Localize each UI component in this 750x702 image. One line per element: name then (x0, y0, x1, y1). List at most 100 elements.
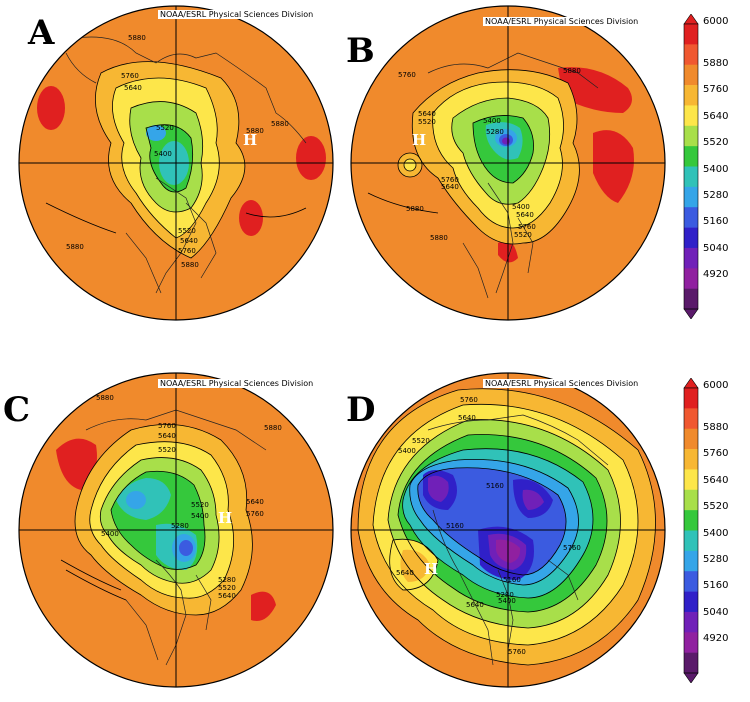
contour-label: 5640 (218, 592, 236, 600)
colorbar-swatch (684, 428, 698, 450)
colorbar-swatch (684, 24, 698, 45)
colorbar-arrow-bottom (683, 672, 699, 684)
colorbar-tick-label: 5040 (703, 242, 729, 254)
colorbar-bottom-scale (683, 377, 699, 684)
colorbar-swatch (684, 288, 698, 310)
high-pressure-marker: H (243, 131, 257, 149)
panel-letter: B (346, 31, 375, 71)
contour-label: 5520 (178, 227, 196, 235)
colorbar-swatch (684, 652, 698, 674)
contour-label: 5280 (218, 576, 236, 584)
panel-c-map: 5880 5760 5640 5520 5520 5400 5280 5640 … (18, 372, 334, 688)
contour-label: 5880 (271, 120, 289, 128)
contour-label: 5280 (171, 522, 189, 530)
contour-label: 5640 (418, 110, 436, 118)
colorbar-tick-label: 5520 (703, 501, 729, 513)
colorbar-tick-label: 5760 (703, 448, 729, 460)
high-pressure-marker: H (412, 131, 426, 149)
contour-label: 5640 (441, 183, 459, 191)
colorbar-swatch (684, 268, 698, 289)
colorbar-swatch (684, 530, 698, 552)
colorbar-swatch (684, 64, 698, 86)
contour-label: 5520 (514, 231, 532, 239)
contour-label: 5880 (66, 243, 84, 251)
contour-label: 5760 (121, 72, 139, 80)
contour-label: 5760 (398, 71, 416, 79)
colorbar-swatch (684, 44, 698, 66)
colorbar-tick-label: 5760 (703, 84, 729, 96)
contour-label: 5760 (508, 648, 526, 656)
contour-label: 5640 (158, 432, 176, 440)
colorbar-arrow-top (683, 13, 699, 25)
contour-label: 5880 (96, 394, 114, 402)
credit-text: NOAA/ESRL Physical Sciences Division (483, 17, 641, 26)
high-pressure-marker: H (424, 560, 438, 578)
contour-label: 5880 (246, 127, 264, 135)
contour-label: 5520 (156, 124, 174, 132)
panel-a: 5880 5760 5640 5520 5400 5880 5880 5520 … (6, 0, 346, 333)
colorbar-tick-label: 5280 (703, 554, 729, 566)
colorbar-swatch (684, 146, 698, 167)
contour-label: 5400 (483, 117, 501, 125)
credit-text: NOAA/ESRL Physical Sciences Division (158, 10, 316, 19)
colorbar-tick-label: 5400 (703, 163, 729, 175)
colorbar-swatch (684, 632, 698, 653)
colorbar-arrow-top (683, 377, 699, 389)
colorbar-swatch (684, 489, 698, 511)
colorbar-tick-label: 6000 (703, 380, 729, 391)
contour-label: 5640 (516, 211, 534, 219)
contour-label: 5520 (158, 446, 176, 454)
colorbar-tick-label: 5040 (703, 606, 729, 618)
contour-label: 5760 (178, 247, 196, 255)
contour-label: 5280 (496, 591, 514, 599)
contour-label: 5640 (246, 498, 264, 506)
colorbar-tick-label: 5640 (703, 474, 729, 486)
contour-label: 5520 (418, 118, 436, 126)
contour-label: 5520 (191, 501, 209, 509)
contour-label: 5280 (486, 128, 504, 136)
colorbar-swatch (684, 408, 698, 430)
contour-label: 5520 (412, 437, 430, 445)
colorbar-swatch (684, 166, 698, 188)
contour-label: 5640 (180, 237, 198, 245)
contour-label: 5760 (158, 422, 176, 430)
colorbar-swatch (684, 449, 698, 470)
high-pressure-marker: H (218, 509, 232, 527)
contour-label: 5880 (563, 67, 581, 75)
contour-label: 5520 (218, 584, 236, 592)
panel-a-map: 5880 5760 5640 5520 5400 5880 5880 5520 … (18, 5, 334, 321)
colorbar-tick-label: 5880 (703, 421, 729, 433)
contour-label: 5640 (458, 414, 476, 422)
contour-label: 5880 (264, 424, 282, 432)
panel-b-map: 5760 5640 5520 5400 5280 5880 5880 5640 … (350, 5, 666, 321)
colorbar-swatch (684, 550, 698, 572)
colorbar-swatch (684, 186, 698, 208)
colorbar-tick-label: 5880 (703, 57, 729, 69)
contour-label: 5400 (101, 530, 119, 538)
colorbar-swatch (684, 611, 698, 633)
contour-label: 5760 (460, 396, 478, 404)
colorbar-tick-label: 5520 (703, 137, 729, 149)
colorbar-tick-label: 5160 (703, 580, 729, 592)
contour-label: 5400 (191, 512, 209, 520)
colorbar-swatch (684, 227, 698, 249)
colorbar-top-scale (683, 13, 699, 320)
panel-d: 5760 5640 5520 5400 5160 5160 5760 5640 … (338, 360, 678, 700)
contour-label: 5760 (518, 223, 536, 231)
panel-letter: C (3, 390, 31, 430)
panel-letter: D (346, 390, 376, 430)
panel-letter: A (28, 13, 55, 53)
contour-label: 5760 (563, 544, 581, 552)
contour-label: 5400 (512, 203, 530, 211)
contour-label: 5160 (486, 482, 504, 490)
contour-label: 5880 (406, 205, 424, 213)
panel-d-map: 5760 5640 5520 5400 5160 5160 5760 5640 … (350, 372, 666, 688)
colorbar-swatch (684, 388, 698, 409)
colorbar-top (683, 13, 699, 323)
panel-b: 5760 5640 5520 5400 5280 5880 5880 5640 … (338, 0, 678, 333)
colorbar-tick-label: 6000 (703, 16, 729, 27)
colorbar-arrow-bottom (683, 308, 699, 320)
colorbar-swatch (684, 510, 698, 531)
colorbar-swatch (684, 207, 698, 228)
contour-label: 5400 (498, 597, 516, 605)
